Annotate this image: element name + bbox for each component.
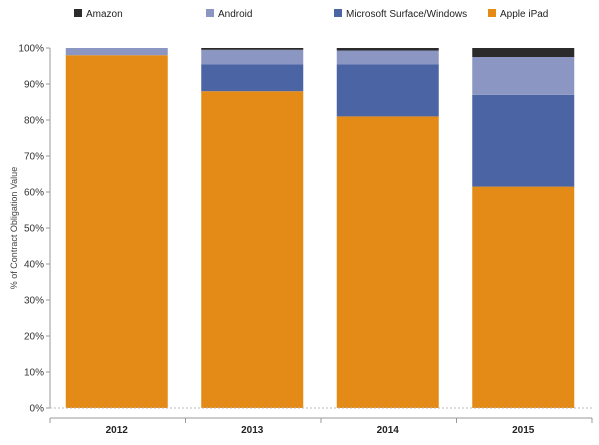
legend-swatch-apple-ipad	[488, 9, 496, 17]
y-tick-label: 0%	[30, 404, 45, 415]
y-tick-label: 30%	[24, 296, 44, 307]
bar-segment-microsoft-surface-windows-2015	[472, 94, 575, 187]
bar-segment-microsoft-surface-windows-2013	[201, 64, 304, 92]
y-tick-label: 10%	[24, 368, 44, 379]
y-tick-label: 50%	[24, 224, 44, 235]
bar-segment-apple-ipad-2012	[65, 55, 168, 408]
bar-segment-android-2014	[336, 50, 439, 65]
legend-swatch-microsoft-surface-windows	[334, 9, 342, 17]
bar-segment-amazon-2013	[201, 48, 304, 50]
bar-segment-apple-ipad-2014	[336, 116, 439, 409]
bar-segment-android-2013	[201, 49, 304, 65]
y-axis-title: % of Contract Obligation Value	[9, 167, 19, 289]
y-tick-label: 90%	[24, 80, 44, 91]
y-tick-label: 70%	[24, 152, 44, 163]
x-tick-label: 2013	[241, 425, 264, 436]
x-axis: 2012 2013 2014 2015	[49, 407, 593, 436]
bars	[65, 48, 575, 409]
bar-segment-android-2015	[472, 57, 575, 95]
legend-label-apple-ipad: Apple iPad	[500, 9, 548, 20]
bar-segment-amazon-2014	[336, 48, 439, 51]
bar-segment-apple-ipad-2013	[201, 91, 304, 408]
legend-label-android: Android	[218, 9, 252, 20]
bar-segment-amazon-2015	[472, 48, 575, 57]
bar-segment-microsoft-surface-windows-2014	[336, 64, 439, 117]
legend-label-amazon: Amazon	[86, 9, 123, 20]
x-tick-label: 2012	[106, 425, 129, 436]
x-tick-label: 2014	[377, 425, 400, 436]
legend-swatch-amazon	[74, 9, 82, 17]
y-tick-label: 100%	[18, 44, 44, 55]
legend-swatch-android	[206, 9, 214, 17]
chart-legend: Amazon Android Microsoft Surface/Windows Ap…	[74, 9, 548, 20]
legend-label-microsoft-surface-windows: Microsoft Surface/Windows	[346, 9, 467, 20]
y-axis: 0% 10% 20% 30% 40% 50% 60% 70% 80% 90% 100%	[18, 44, 51, 415]
y-tick-label: 80%	[24, 116, 44, 127]
y-tick-label: 60%	[24, 188, 44, 199]
bar-segment-apple-ipad-2015	[472, 186, 575, 408]
x-tick-label: 2015	[512, 425, 535, 436]
bar-segment-android-2012	[65, 48, 168, 56]
y-tick-label: 20%	[24, 332, 44, 343]
y-tick-label: 40%	[24, 260, 44, 271]
